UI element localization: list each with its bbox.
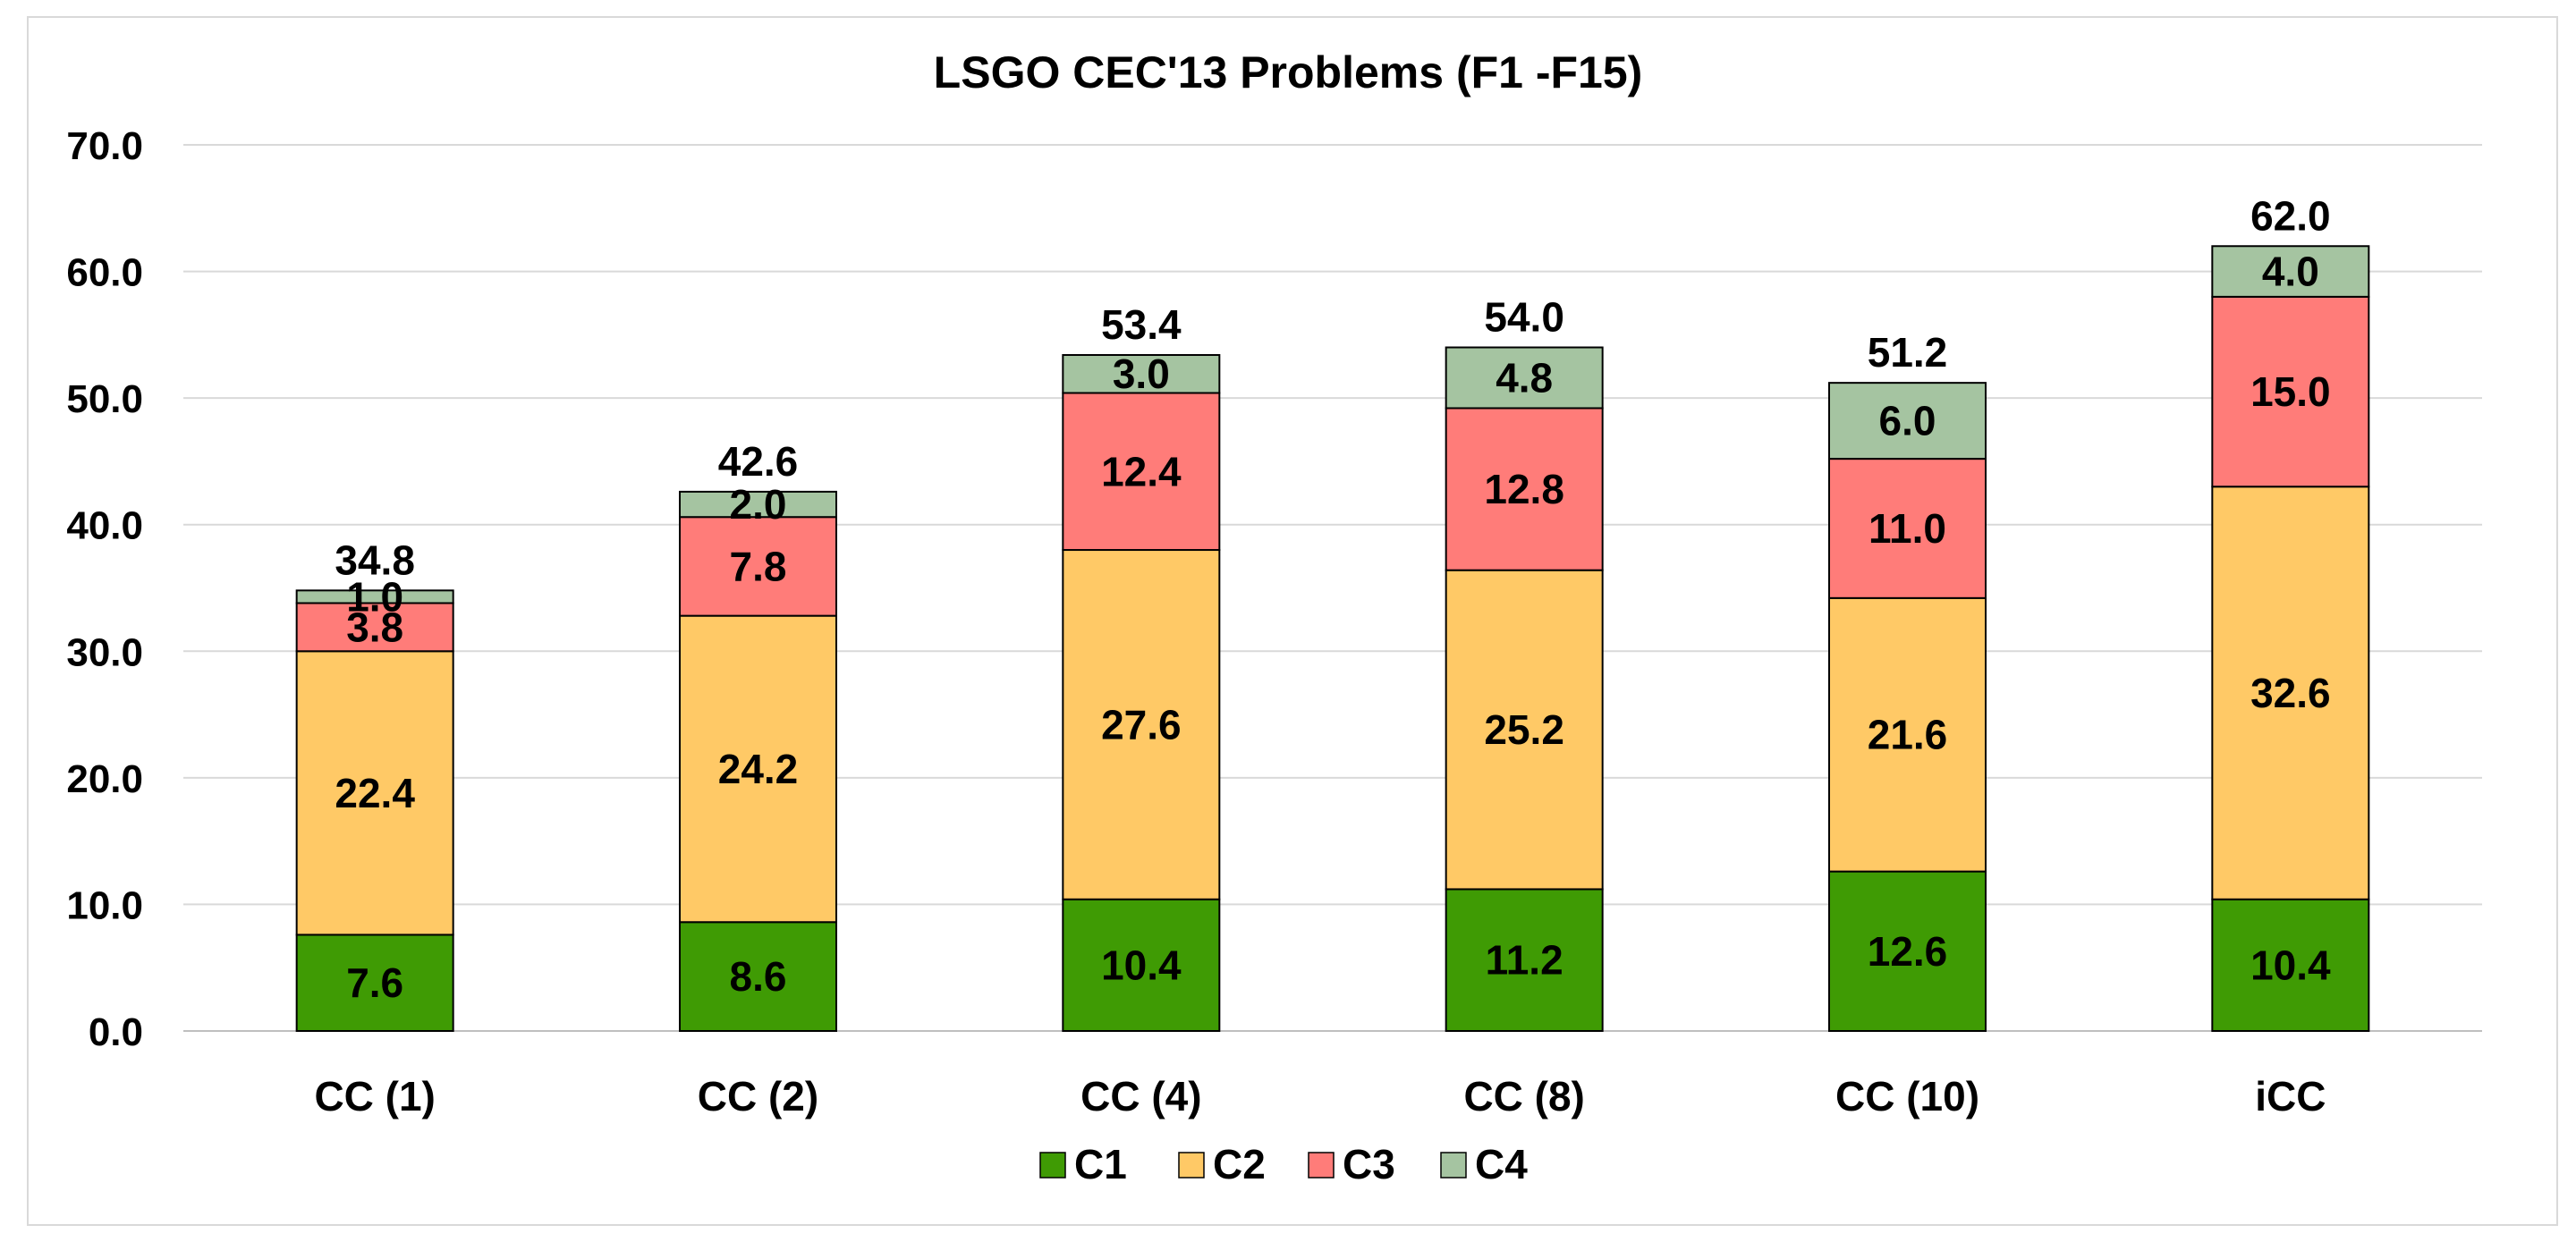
y-tick-label: 50.0 (66, 377, 143, 421)
data-label-c3: 12.4 (1101, 448, 1182, 494)
data-label-c1: 12.6 (1868, 928, 1948, 975)
y-tick-label: 30.0 (66, 630, 143, 674)
x-tick-label: CC (10) (1835, 1073, 1979, 1119)
data-label-c1: 11.2 (1486, 937, 1563, 984)
data-label-c1: 10.4 (1101, 942, 1182, 988)
bar-segment-c2 (1828, 596, 1987, 873)
data-label-c4: 4.0 (2262, 249, 2319, 295)
bar-segment-c3 (1062, 392, 1221, 552)
total-label: 53.4 (1101, 301, 1182, 348)
legend-swatch-c3 (1308, 1152, 1335, 1179)
data-label-c3: 7.8 (730, 543, 787, 589)
bar-segment-c1 (295, 934, 454, 1033)
data-label-c2: 25.2 (1484, 706, 1564, 753)
x-axis-ticks: CC (1) CC (2) CC (4) CC (8) CC (10) iCC (314, 1073, 2326, 1119)
legend: C1 C2 C3 C4 (1039, 1141, 1528, 1187)
data-label-c1: 8.6 (730, 953, 787, 1000)
y-tick-label: 70.0 (66, 124, 143, 168)
data-label-c2: 32.6 (2250, 670, 2331, 716)
data-label-c1: 7.6 (346, 959, 403, 1006)
legend-label-c4: C4 (1475, 1141, 1528, 1187)
data-label-c3: 12.8 (1484, 466, 1564, 512)
total-label: 51.2 (1868, 329, 1948, 376)
legend-label-c3: C3 (1343, 1141, 1395, 1187)
data-label-c4: 2.0 (730, 481, 787, 528)
bar-segment-c4 (1062, 354, 1221, 394)
x-tick-label: CC (8) (1463, 1073, 1584, 1119)
bar-segment-c2 (2211, 486, 2370, 900)
total-label: 54.0 (1484, 294, 1564, 341)
data-label-c4: 6.0 (1879, 398, 1936, 444)
x-tick-label: iCC (2255, 1073, 2326, 1119)
data-label-c2: 27.6 (1101, 701, 1182, 748)
bar-segment-c1 (1445, 888, 1604, 1032)
bar-segment-c2 (295, 650, 454, 936)
bar-segment-c2 (679, 614, 837, 924)
data-labels: 7.6 22.4 3.81.034.8 8.6 24.2 7.8 2.042.6 10.4 27… (335, 192, 2331, 1006)
bars (295, 245, 2370, 1033)
total-label: 42.6 (718, 438, 799, 485)
bar-segment-c1 (1062, 898, 1221, 1032)
bar-segment-c1 (1828, 870, 1987, 1032)
bar-segment-c2 (1062, 549, 1221, 900)
bar-segment-c3 (2211, 295, 2370, 488)
x-tick-label: CC (4) (1080, 1073, 1201, 1119)
legend-swatch-c4 (1440, 1152, 1467, 1179)
y-tick-label: 40.0 (66, 504, 143, 548)
bar-segment-c4 (295, 589, 454, 604)
bar-segment-c4 (1445, 346, 1604, 410)
y-tick-label: 10.0 (66, 883, 143, 927)
total-label: 34.8 (335, 537, 415, 583)
y-tick-label: 60.0 (66, 251, 143, 295)
legend-label-c2: C2 (1213, 1141, 1266, 1187)
legend-label-c1: C1 (1074, 1141, 1127, 1187)
y-tick-label: 20.0 (66, 757, 143, 801)
y-tick-label: 0.0 (89, 1010, 143, 1054)
bar-segment-c1 (2211, 898, 2370, 1032)
bar-segment-c4 (679, 490, 837, 519)
data-label-c2: 21.6 (1868, 712, 1948, 758)
data-label-c1: 10.4 (2250, 942, 2331, 988)
data-label-c3: 3.8 (346, 604, 403, 650)
bar-segment-c4 (1828, 382, 1987, 460)
legend-swatch-c2 (1178, 1152, 1205, 1179)
data-label-c4: 4.8 (1496, 354, 1553, 401)
x-tick-label: CC (2) (698, 1073, 818, 1119)
data-label-c4: 3.0 (1113, 351, 1170, 397)
data-label-c2: 24.2 (718, 746, 799, 792)
bar-segment-c3 (1828, 458, 1987, 599)
data-label-c4: 1.0 (346, 573, 403, 620)
data-label-c2: 22.4 (335, 770, 415, 816)
bar-segment-c3 (1445, 407, 1604, 571)
gridlines (183, 144, 2482, 1032)
chart-title: LSGO CEC'13 Problems (F1 -F15) (934, 47, 1643, 97)
data-label-c3: 15.0 (2250, 368, 2331, 415)
bar-segment-c4 (2211, 245, 2370, 298)
legend-swatch-c1 (1039, 1152, 1066, 1179)
bar-segment-c1 (679, 921, 837, 1032)
total-label: 62.0 (2250, 192, 2331, 239)
x-tick-label: CC (1) (314, 1073, 435, 1119)
data-label-c3: 11.0 (1868, 505, 1946, 552)
y-axis-ticks: 0.0 10.0 20.0 30.0 40.0 50.0 60.0 70.0 (66, 124, 143, 1054)
